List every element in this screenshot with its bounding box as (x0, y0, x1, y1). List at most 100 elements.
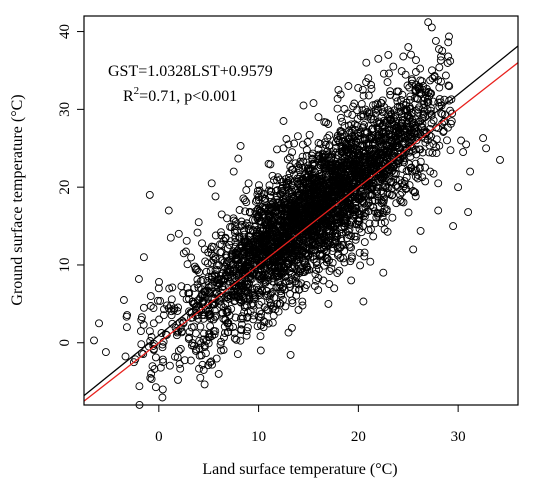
data-point (135, 382, 144, 391)
data-point (445, 96, 454, 105)
data-point (384, 50, 393, 59)
data-point (342, 207, 351, 216)
data-point (443, 136, 451, 145)
data-point (389, 62, 398, 71)
data-point (166, 233, 175, 242)
data-point (359, 297, 368, 306)
data-point (242, 186, 251, 195)
data-point (165, 361, 174, 370)
data-point (217, 300, 226, 309)
data-point (274, 261, 283, 270)
data-point (231, 234, 240, 243)
data-point (277, 190, 286, 199)
data-point (256, 346, 265, 355)
data-point (278, 233, 287, 242)
data-point (198, 276, 207, 284)
data-point (251, 216, 260, 224)
data-point (226, 273, 235, 282)
data-point (240, 279, 249, 288)
data-point (186, 356, 195, 365)
data-point (310, 282, 319, 290)
data-point (234, 259, 243, 268)
data-point (204, 301, 213, 310)
data-point (145, 190, 154, 199)
data-point (136, 327, 145, 336)
data-point (260, 194, 269, 203)
data-point (299, 175, 308, 184)
data-point (167, 295, 176, 304)
data-point (139, 320, 148, 329)
data-point (358, 181, 367, 190)
data-point (363, 128, 372, 137)
data-point (146, 292, 155, 301)
y-tick-label: 10 (57, 257, 73, 272)
data-point (360, 248, 369, 257)
data-point (299, 157, 308, 166)
data-point (230, 334, 239, 343)
data-point (298, 297, 307, 306)
data-point (424, 88, 433, 97)
data-point (282, 135, 291, 143)
data-point (208, 360, 216, 369)
data-point (445, 32, 453, 41)
data-point (414, 84, 423, 93)
data-point (357, 99, 366, 108)
data-point (218, 269, 227, 278)
data-point (151, 353, 160, 362)
data-point (322, 247, 331, 255)
data-point (242, 283, 251, 292)
data-point (270, 263, 279, 271)
data-point (211, 192, 220, 201)
data-point (291, 220, 299, 229)
data-point (218, 308, 227, 317)
data-point (254, 193, 263, 202)
data-point (303, 213, 312, 222)
data-point (352, 138, 361, 147)
data-point (437, 109, 446, 118)
data-point (273, 299, 281, 308)
data-point (156, 297, 165, 305)
data-point (268, 277, 277, 286)
data-point (211, 311, 220, 320)
data-point (369, 232, 378, 241)
data-point (404, 138, 413, 147)
data-point (197, 351, 206, 360)
r2-prefix: R (123, 88, 134, 105)
data-point (338, 130, 346, 139)
data-point (305, 130, 314, 139)
data-point (343, 109, 352, 118)
data-point (335, 266, 344, 275)
data-point (329, 192, 338, 201)
data-point (397, 179, 406, 188)
data-point (330, 232, 339, 241)
data-point (209, 243, 218, 251)
data-point (373, 132, 382, 141)
data-point (339, 165, 348, 174)
data-point (225, 323, 234, 331)
data-point (407, 142, 416, 151)
data-point (180, 356, 189, 365)
data-point (374, 125, 383, 134)
data-point (159, 358, 168, 367)
data-point (268, 171, 277, 180)
data-point (149, 319, 158, 328)
data-point (274, 251, 283, 260)
data-point (301, 266, 310, 275)
data-point (444, 81, 453, 90)
data-point (443, 59, 452, 67)
data-point (350, 164, 359, 173)
data-point (252, 227, 261, 236)
data-point (279, 192, 288, 201)
data-point (400, 112, 409, 121)
data-point (187, 253, 196, 262)
data-point (264, 257, 273, 266)
data-point (221, 314, 230, 323)
data-point (374, 54, 383, 63)
data-point (399, 198, 408, 207)
data-point (430, 73, 439, 82)
data-point (223, 214, 231, 223)
data-point (446, 119, 455, 128)
data-point (277, 185, 286, 194)
data-point (400, 158, 409, 167)
data-point (229, 167, 238, 176)
